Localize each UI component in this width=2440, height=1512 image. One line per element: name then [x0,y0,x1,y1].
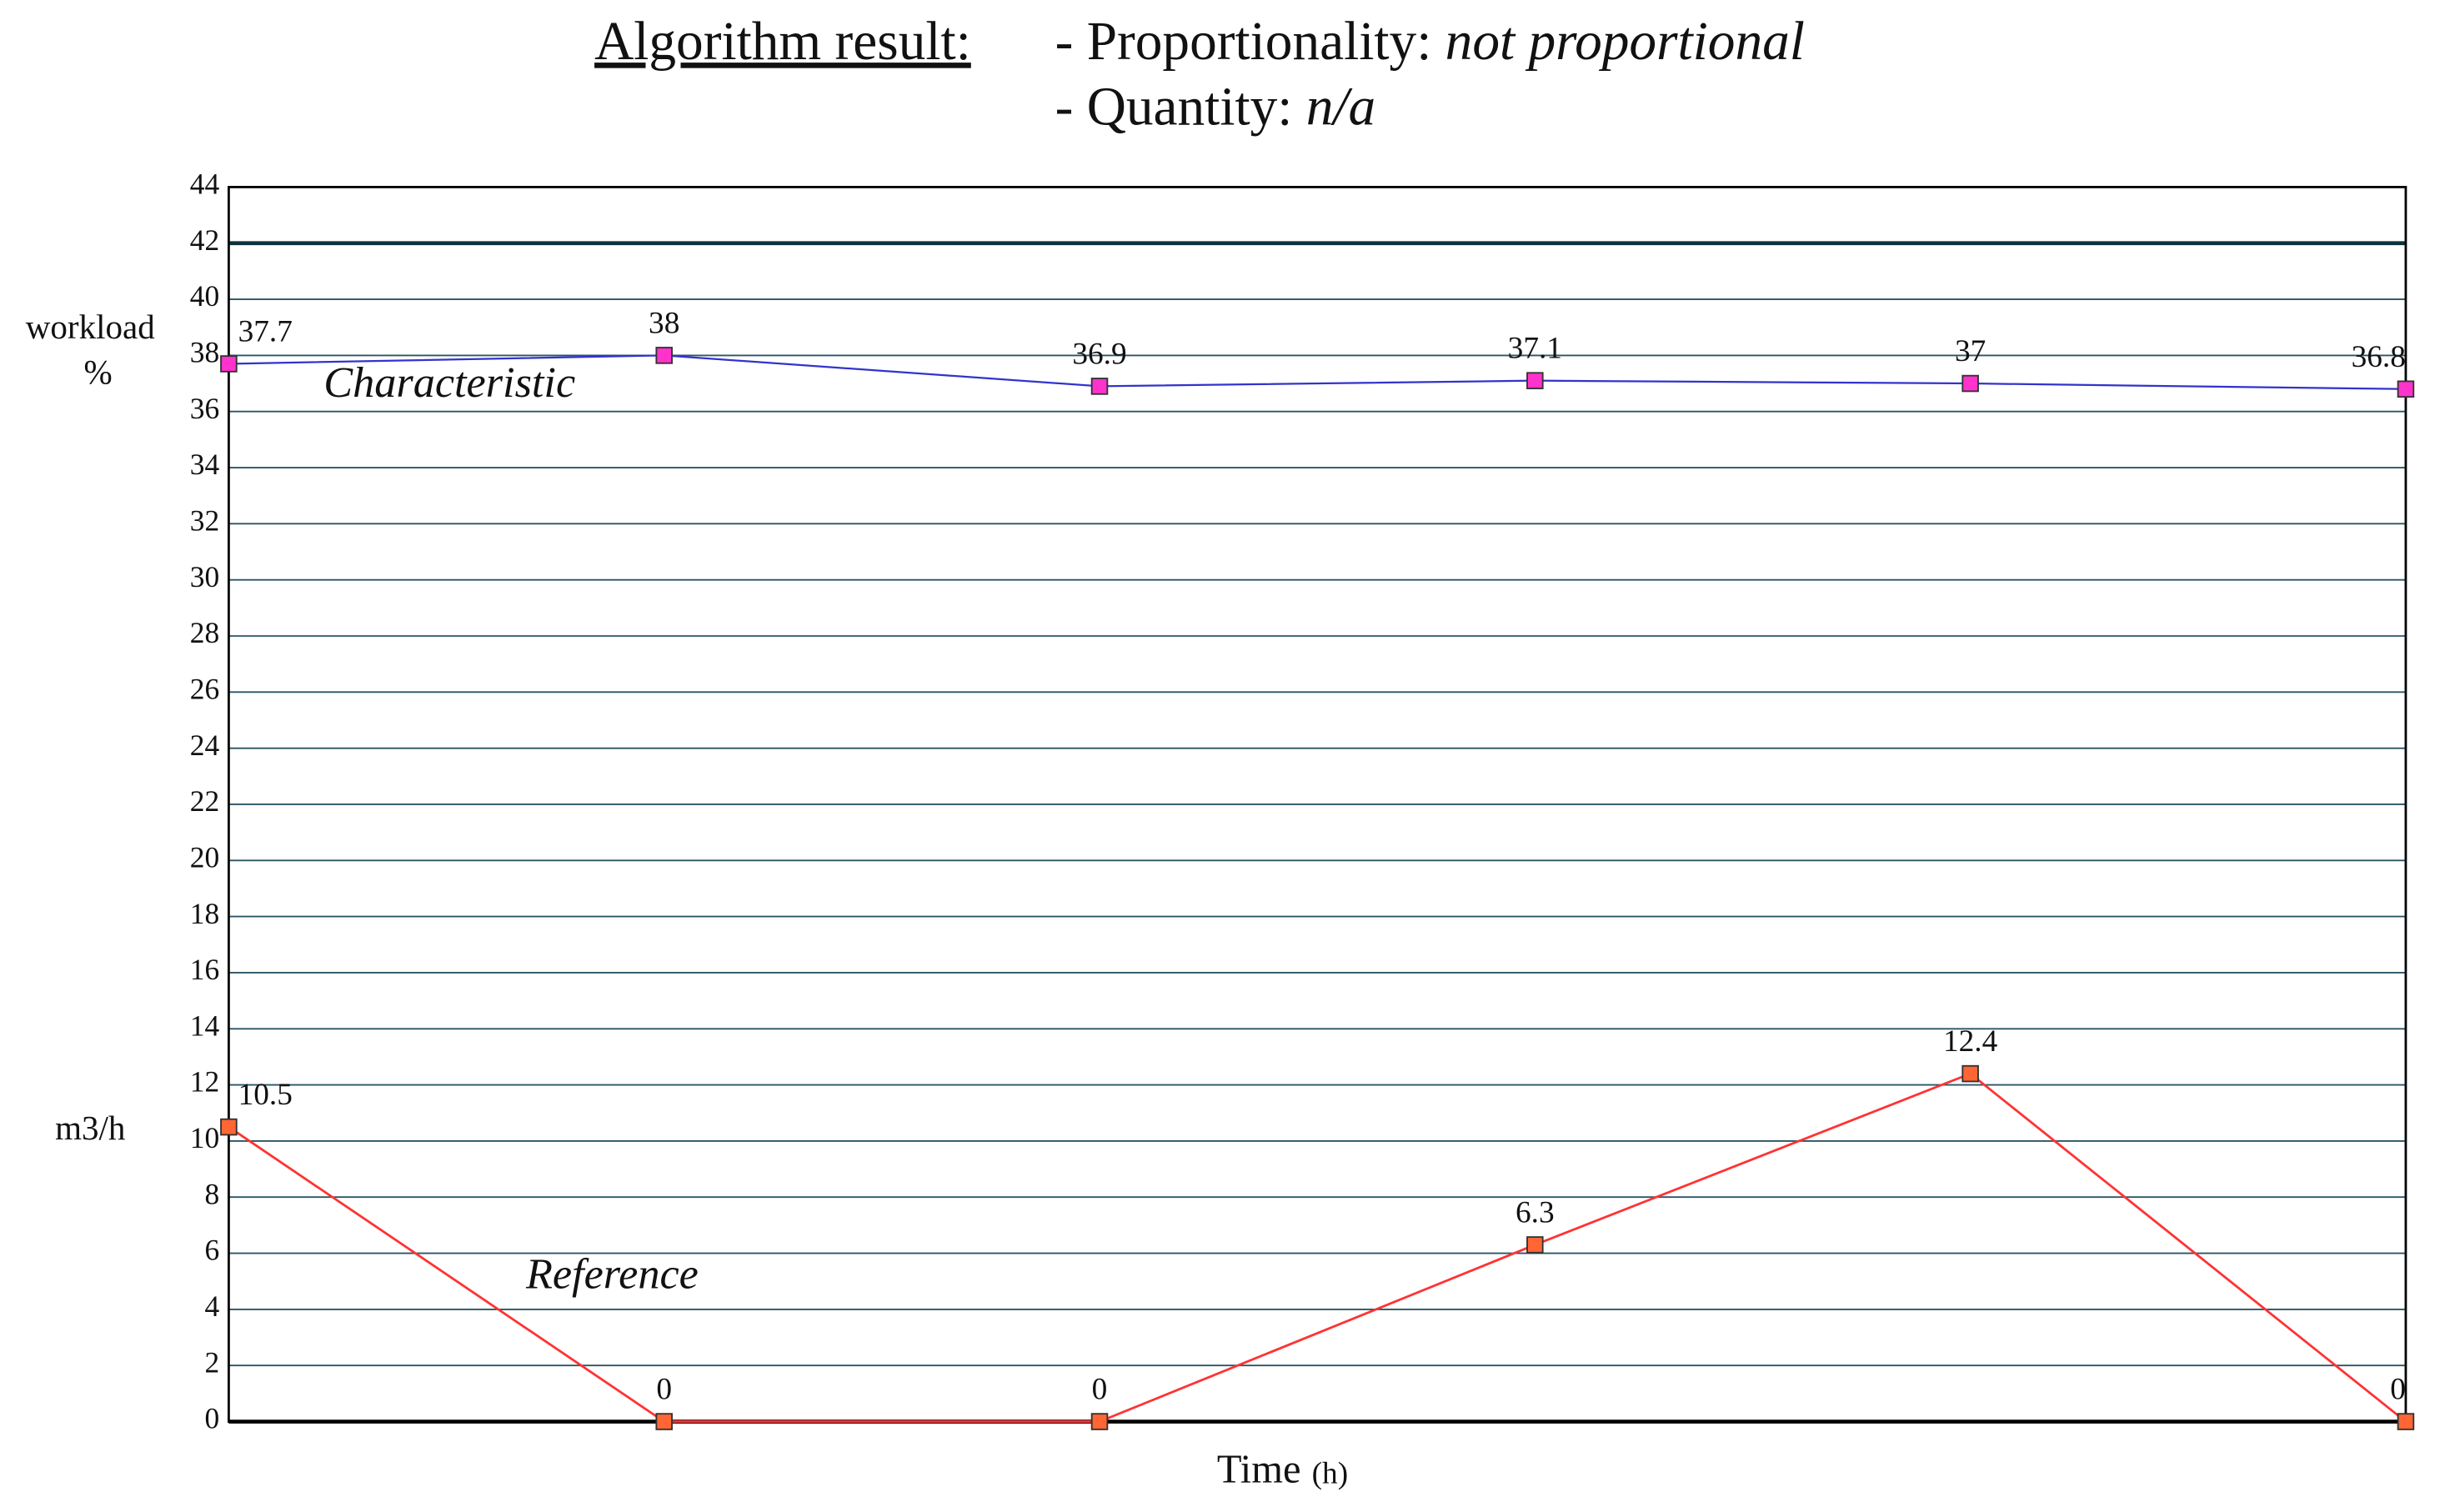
marker [1962,1064,1979,1083]
y-tick-label: 32 [190,503,219,537]
y-tick-label: 8 [204,1177,219,1210]
y-tick-label: 16 [190,953,219,986]
y-tick-label: 10 [190,1121,219,1154]
series-name: Reference [525,1249,699,1298]
y-axis-label: % [84,353,113,391]
data-label: 12.4 [1943,1024,1998,1059]
data-label: 37 [1955,334,1986,368]
y-tick-label: 14 [190,1009,220,1042]
y-tick-label: 20 [190,840,219,874]
y-tick-label: 36 [190,392,219,425]
data-label: 37.7 [238,315,293,349]
series-line [228,354,2406,390]
data-label: 6.3 [1516,1195,1555,1229]
y-tick-label: 30 [190,560,219,593]
y-tick-label: 42 [190,223,219,257]
title-line2: - Quantity: n/a [1055,78,1376,138]
data-label: 36.8 [2352,340,2406,374]
y-tick-label: 4 [204,1289,219,1323]
title-heading: Algorithm result: [594,12,971,72]
data-label: 0 [2390,1373,2406,1407]
y-tick-label: 26 [190,672,219,705]
marker [220,1118,238,1136]
title-line1: - Proportionality: not proportional [1055,12,1805,72]
series-name: Characteristic [323,358,575,407]
x-axis-unit: (h) [1312,1457,1349,1491]
marker [1962,374,1979,393]
data-label: 10.5 [238,1078,293,1112]
y-tick-label: 18 [190,897,219,930]
x-axis-label: Time [1217,1446,1301,1491]
marker [220,355,238,373]
y-tick-label: 6 [204,1234,219,1267]
y-tick-label: 40 [190,279,219,313]
y-tick-label: 2 [204,1345,219,1379]
marker [2397,380,2415,398]
y-tick-label: 12 [190,1065,219,1099]
y-tick-label: 34 [190,448,220,481]
title-value: n/a [1306,78,1375,138]
title-prefix: - Proportionality: [1055,12,1445,72]
y-tick-label: 38 [190,336,219,369]
data-label: 37.1 [1508,332,1562,366]
data-label: 0 [1092,1373,1108,1407]
y-axis-label: m3/h [55,1109,125,1147]
y-tick-label: 28 [190,616,219,649]
marker [655,1413,673,1430]
marker [2397,1413,2415,1430]
title-prefix: - Quantity: [1055,78,1306,138]
marker [1526,372,1544,389]
marker [1090,1413,1109,1430]
data-label: 38 [649,306,679,340]
y-tick-label: 24 [190,728,220,762]
title-value: not proportional [1445,12,1805,72]
series-line [228,1072,2407,1423]
marker [1090,378,1109,395]
data-label: 0 [656,1373,672,1407]
marker [655,347,673,364]
y-axis-label: workload [26,308,156,346]
data-label: 36.9 [1072,337,1126,371]
marker [1526,1236,1544,1254]
y-tick-label: 44 [190,168,220,201]
y-tick-label: 22 [190,784,219,818]
y-tick-label: 0 [204,1402,219,1435]
